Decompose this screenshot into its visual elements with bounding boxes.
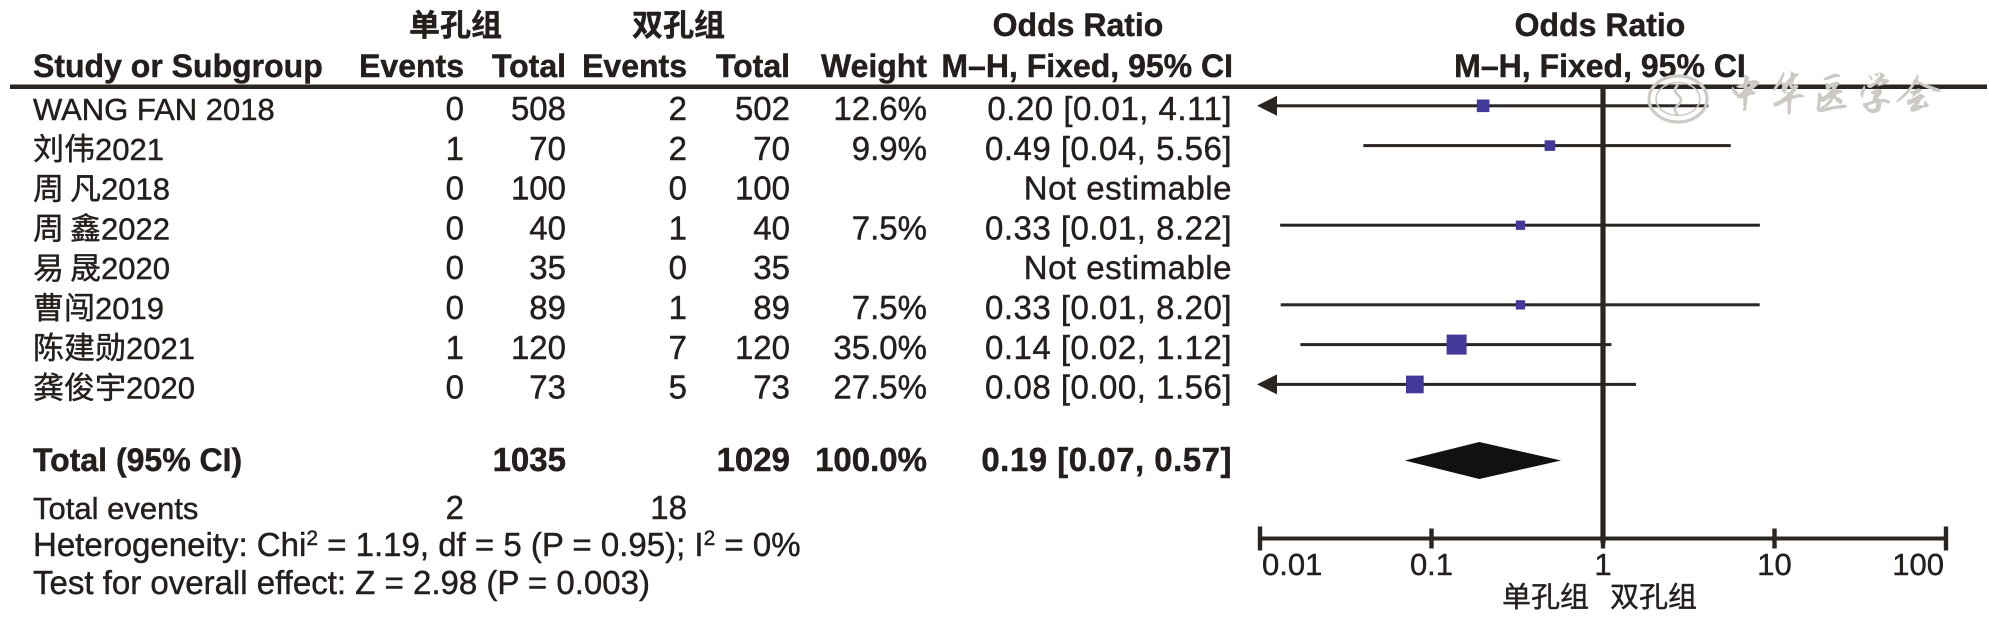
svg-text:1: 1 [446, 130, 464, 167]
svg-text:Total events: Total events [33, 491, 198, 526]
svg-text:2018: 2018 [101, 172, 170, 207]
svg-text:1: 1 [1594, 547, 1611, 582]
svg-text:5: 5 [669, 369, 687, 406]
svg-text:Total: Total [492, 48, 566, 84]
svg-text:0.1: 0.1 [1410, 547, 1453, 582]
svg-text:0.33 [0.01, 8.20]: 0.33 [0.01, 8.20] [985, 289, 1232, 326]
svg-text:40: 40 [529, 209, 566, 246]
svg-text:0.01: 0.01 [1262, 547, 1322, 582]
svg-text:0: 0 [446, 249, 464, 286]
svg-text:7: 7 [669, 329, 687, 366]
svg-text:0: 0 [446, 209, 464, 246]
svg-text:0.49 [0.04, 5.56]: 0.49 [0.04, 5.56] [985, 130, 1232, 167]
svg-text:7.5%: 7.5% [852, 289, 927, 326]
svg-text:Events: Events [359, 48, 464, 84]
svg-text:0: 0 [446, 289, 464, 326]
svg-text:WANG FAN 2018: WANG FAN 2018 [33, 92, 275, 127]
svg-text:2: 2 [669, 130, 687, 167]
svg-text:70: 70 [529, 130, 566, 167]
svg-text:1029: 1029 [717, 441, 790, 478]
svg-text:0.08 [0.00, 1.56]: 0.08 [0.00, 1.56] [985, 369, 1232, 406]
svg-text:Test for overall effect: Z = 2: Test for overall effect: Z = 2.98 (P = 0… [33, 564, 650, 601]
svg-text:10: 10 [1757, 547, 1791, 582]
svg-text:40: 40 [753, 209, 790, 246]
svg-text:120: 120 [511, 329, 566, 366]
svg-text:2022: 2022 [101, 211, 170, 246]
svg-text:0: 0 [446, 369, 464, 406]
svg-text:89: 89 [753, 289, 790, 326]
svg-text:0: 0 [669, 170, 687, 207]
svg-text:2020: 2020 [101, 251, 170, 286]
svg-text:73: 73 [529, 369, 566, 406]
svg-text:M–H, Fixed, 95% CI: M–H, Fixed, 95% CI [941, 48, 1233, 84]
svg-text:100: 100 [735, 170, 790, 207]
svg-text:120: 120 [735, 329, 790, 366]
svg-text:0.19 [0.07, 0.57]: 0.19 [0.07, 0.57] [981, 441, 1232, 478]
svg-text:2: 2 [446, 489, 464, 526]
svg-text:2: 2 [669, 90, 687, 127]
svg-text:2020: 2020 [126, 371, 195, 406]
svg-text:Not estimable: Not estimable [1024, 170, 1232, 207]
svg-text:35: 35 [529, 249, 566, 286]
svg-text:27.5%: 27.5% [833, 369, 927, 406]
svg-text:35: 35 [753, 249, 790, 286]
svg-text:2021: 2021 [95, 132, 164, 167]
svg-text:100: 100 [1892, 547, 1944, 582]
svg-text:Heterogeneity: Chi2 = 1.19, df: Heterogeneity: Chi2 = 1.19, df = 5 (P = … [33, 526, 801, 563]
svg-text:2019: 2019 [95, 291, 164, 326]
svg-text:9.9%: 9.9% [852, 130, 927, 167]
svg-text:Odds Ratio: Odds Ratio [1515, 7, 1686, 43]
svg-text:2021: 2021 [126, 331, 195, 366]
svg-text:Total: Total [716, 48, 790, 84]
svg-text:7.5%: 7.5% [852, 209, 927, 246]
svg-text:502: 502 [735, 90, 790, 127]
svg-text:100: 100 [511, 170, 566, 207]
svg-text:1035: 1035 [493, 441, 566, 478]
svg-text:1: 1 [446, 329, 464, 366]
svg-text:Total (95% CI): Total (95% CI) [33, 442, 242, 478]
svg-text:1: 1 [669, 209, 687, 246]
svg-text:18: 18 [650, 489, 687, 526]
svg-text:100.0%: 100.0% [815, 441, 927, 478]
svg-text:35.0%: 35.0% [833, 329, 927, 366]
svg-text:73: 73 [753, 369, 790, 406]
svg-text:0: 0 [669, 249, 687, 286]
svg-text:70: 70 [753, 130, 790, 167]
svg-text:Study or Subgroup: Study or Subgroup [33, 48, 323, 84]
svg-text:Weight: Weight [821, 48, 927, 84]
svg-text:Events: Events [582, 48, 687, 84]
svg-text:0: 0 [446, 90, 464, 127]
svg-text:M–H, Fixed, 95% CI: M–H, Fixed, 95% CI [1454, 48, 1746, 84]
svg-text:1: 1 [669, 289, 687, 326]
svg-text:508: 508 [511, 90, 566, 127]
svg-text:89: 89 [529, 289, 566, 326]
svg-text:Not estimable: Not estimable [1024, 249, 1232, 286]
svg-text:Odds Ratio: Odds Ratio [993, 7, 1164, 43]
svg-text:0.14 [0.02, 1.12]: 0.14 [0.02, 1.12] [985, 329, 1232, 366]
svg-text:0: 0 [446, 170, 464, 207]
svg-text:0.20 [0.01, 4.11]: 0.20 [0.01, 4.11] [987, 90, 1232, 127]
svg-text:0.33 [0.01, 8.22]: 0.33 [0.01, 8.22] [985, 209, 1232, 246]
svg-text:12.6%: 12.6% [833, 90, 927, 127]
